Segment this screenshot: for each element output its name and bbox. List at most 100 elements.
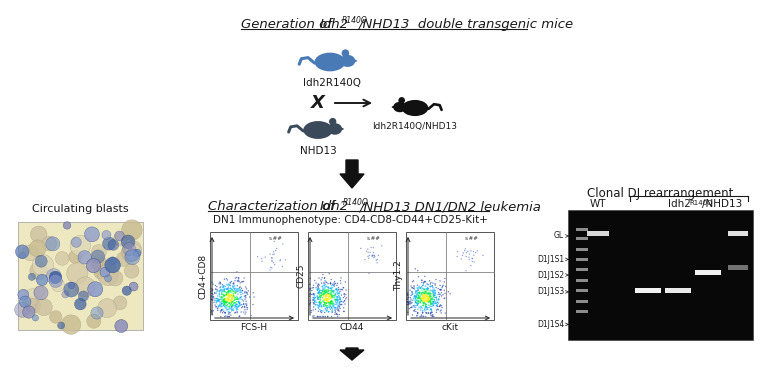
Circle shape: [228, 298, 230, 300]
Circle shape: [243, 296, 245, 297]
Circle shape: [320, 299, 322, 301]
Circle shape: [219, 305, 220, 306]
Circle shape: [237, 309, 238, 310]
Circle shape: [415, 298, 416, 300]
Circle shape: [226, 293, 227, 294]
Circle shape: [233, 287, 234, 289]
Circle shape: [434, 283, 435, 284]
Circle shape: [245, 286, 247, 288]
Circle shape: [235, 305, 237, 307]
Circle shape: [231, 301, 233, 302]
Circle shape: [220, 286, 221, 288]
Circle shape: [235, 306, 237, 308]
Circle shape: [433, 296, 434, 298]
Circle shape: [425, 301, 427, 302]
Circle shape: [319, 301, 320, 302]
Circle shape: [216, 306, 217, 307]
Circle shape: [233, 302, 235, 304]
Circle shape: [223, 302, 225, 303]
Circle shape: [320, 292, 322, 293]
Circle shape: [428, 284, 429, 285]
Circle shape: [222, 294, 223, 295]
Circle shape: [430, 300, 432, 301]
Circle shape: [417, 313, 419, 314]
Circle shape: [219, 290, 220, 291]
Circle shape: [88, 282, 103, 297]
Circle shape: [211, 296, 213, 298]
Circle shape: [438, 309, 439, 310]
Circle shape: [226, 305, 227, 307]
Circle shape: [425, 312, 426, 314]
Circle shape: [104, 275, 111, 282]
Circle shape: [230, 304, 231, 305]
Circle shape: [247, 293, 248, 295]
Circle shape: [334, 304, 336, 305]
Ellipse shape: [315, 53, 346, 71]
FancyBboxPatch shape: [695, 270, 721, 275]
Circle shape: [373, 255, 375, 256]
Circle shape: [32, 255, 54, 276]
Circle shape: [336, 313, 337, 314]
Circle shape: [225, 312, 226, 313]
Circle shape: [325, 292, 326, 294]
Circle shape: [419, 307, 421, 309]
Circle shape: [237, 298, 238, 300]
Circle shape: [316, 304, 318, 305]
Circle shape: [432, 297, 433, 299]
Circle shape: [86, 258, 101, 273]
Circle shape: [313, 295, 315, 296]
Circle shape: [242, 290, 243, 291]
Circle shape: [407, 292, 409, 294]
Circle shape: [417, 270, 419, 271]
Circle shape: [433, 296, 435, 297]
Circle shape: [338, 305, 339, 307]
Circle shape: [421, 300, 422, 301]
Circle shape: [229, 307, 230, 308]
Circle shape: [415, 298, 416, 299]
Circle shape: [430, 304, 432, 305]
Circle shape: [417, 297, 419, 299]
Circle shape: [329, 296, 330, 297]
Circle shape: [437, 305, 438, 307]
Circle shape: [425, 306, 427, 308]
Circle shape: [243, 307, 245, 308]
Circle shape: [323, 300, 324, 302]
Circle shape: [427, 284, 429, 286]
Circle shape: [367, 248, 369, 250]
Circle shape: [323, 299, 325, 301]
Circle shape: [341, 294, 343, 296]
Circle shape: [337, 299, 339, 300]
Circle shape: [335, 294, 336, 296]
Circle shape: [482, 255, 484, 256]
Circle shape: [229, 296, 230, 297]
Circle shape: [429, 294, 431, 296]
Circle shape: [227, 288, 228, 289]
Ellipse shape: [353, 60, 357, 62]
Circle shape: [319, 302, 321, 304]
Circle shape: [435, 302, 436, 304]
Circle shape: [427, 287, 429, 289]
Circle shape: [429, 294, 430, 295]
Circle shape: [326, 291, 327, 293]
Circle shape: [230, 294, 231, 296]
Circle shape: [330, 302, 332, 304]
Circle shape: [26, 298, 41, 313]
Circle shape: [234, 280, 236, 282]
Circle shape: [429, 280, 430, 282]
Circle shape: [341, 301, 343, 302]
Circle shape: [19, 296, 31, 308]
Circle shape: [61, 291, 69, 298]
Circle shape: [236, 304, 237, 305]
Circle shape: [336, 298, 338, 300]
Circle shape: [317, 298, 319, 300]
Circle shape: [429, 293, 431, 294]
Circle shape: [422, 291, 423, 293]
Circle shape: [323, 287, 325, 289]
Circle shape: [422, 297, 423, 298]
Circle shape: [431, 310, 432, 311]
Circle shape: [239, 304, 240, 305]
Circle shape: [224, 291, 226, 292]
FancyBboxPatch shape: [576, 279, 588, 282]
Circle shape: [339, 280, 341, 281]
Circle shape: [122, 286, 131, 296]
